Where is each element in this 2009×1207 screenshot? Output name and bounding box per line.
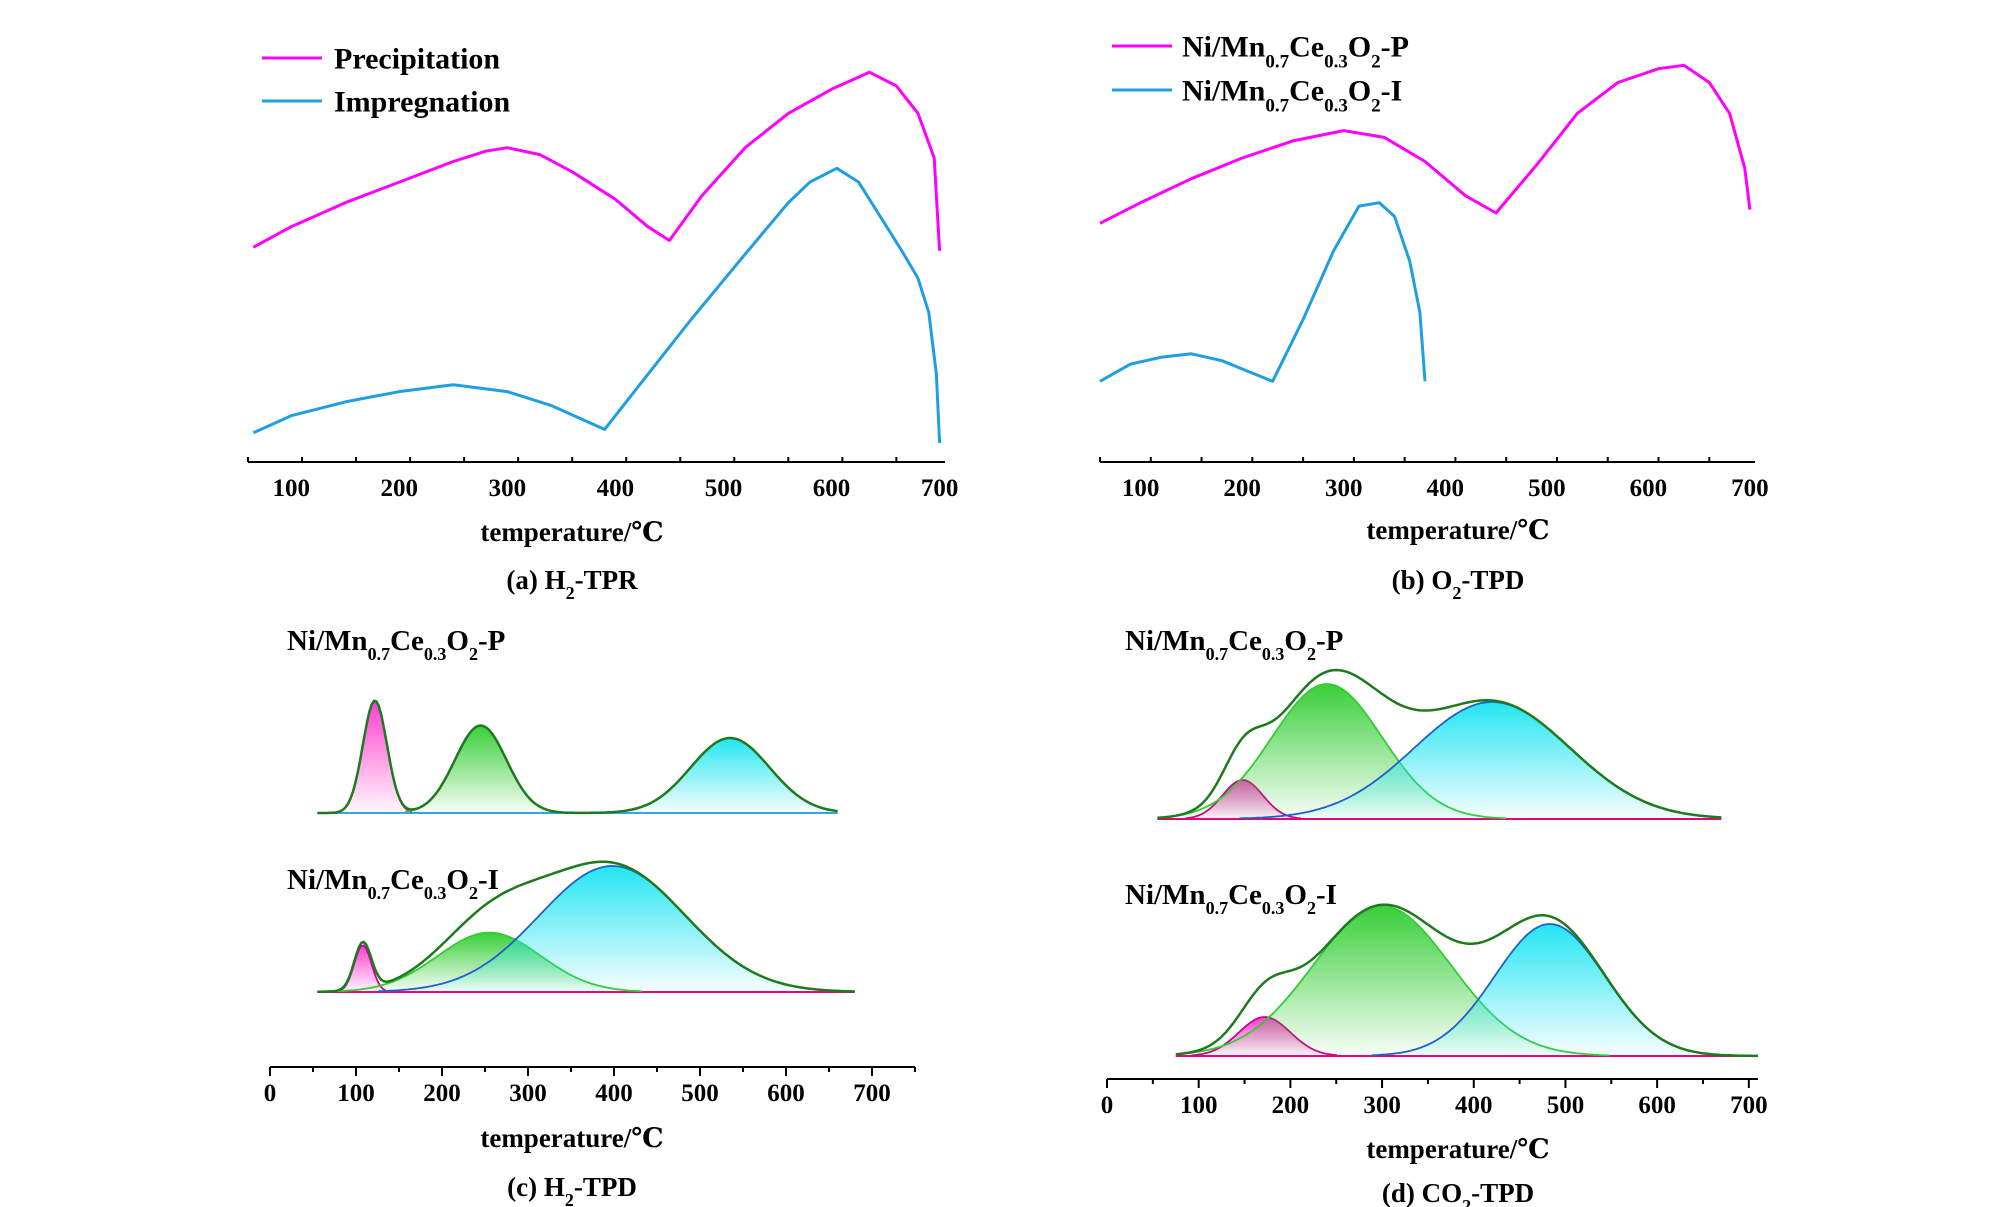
h2-tpr-tick-label-100: 100 xyxy=(272,475,310,502)
h2-tpd-tick-label-200: 200 xyxy=(423,1080,461,1107)
o2-tpd-series-sample-i xyxy=(1099,201,1427,383)
co2-tpd-sample-p-peak-3-fill xyxy=(1239,702,1722,819)
o2-tpd-plot xyxy=(1099,63,1752,383)
o2-tpd-tick-label-300: 300 xyxy=(1325,475,1363,502)
co2-tpd-tick-label-0: 0 xyxy=(1101,1092,1114,1119)
co2-tpd-sample-i-label: Ni/Mn0.7Ce0.3O2-I xyxy=(1125,879,1337,918)
h2-tpr-legend: Precipitation Impregnation xyxy=(262,43,510,119)
co2-tpd-sample-p-envelope xyxy=(1157,668,1722,820)
co2-tpd-tick-label-100: 100 xyxy=(1180,1092,1218,1119)
panel-o2-tpd: 100 200 300 400 500 600 700 Ni/Mn0.7Ce0.3O2-P … xyxy=(1099,31,1769,603)
h2-tpd-sample-p-envelope xyxy=(317,699,838,815)
co2-tpd-sample-p-peak-2-fill xyxy=(1157,684,1506,819)
o2-tpd-tick-label-600: 600 xyxy=(1630,475,1668,502)
co2-tpd-caption: (d) CO2-TPD xyxy=(1382,1178,1534,1207)
h2-tpr-tick-label-600: 600 xyxy=(813,475,851,502)
legend-label-impregnation: Impregnation xyxy=(334,86,510,119)
h2-tpd-x-axis-label: temperature/℃ xyxy=(480,1123,663,1153)
co2-tpd-sample-p-label: Ni/Mn0.7Ce0.3O2-P xyxy=(1125,625,1343,664)
h2-tpd-x-axis: 0 100 200 300 400 500 600 700 xyxy=(264,1066,916,1107)
h2-tpd-sample-p-label: Ni/Mn0.7Ce0.3O2-P xyxy=(287,625,505,664)
co2-tpd-sample-i-peak-2-fill xyxy=(1175,906,1610,1056)
h2-tpd-tick-label-600: 600 xyxy=(767,1080,805,1107)
h2-tpr-caption: (a) H2-TPR xyxy=(506,565,638,603)
o2-tpd-legend: Ni/Mn0.7Ce0.3O2-P Ni/Mn0.7Ce0.3O2-I xyxy=(1112,31,1409,117)
o2-tpd-tick-label-200: 200 xyxy=(1223,475,1261,502)
h2-tpd-sample-i-peak-1-fill xyxy=(339,945,386,992)
panel-h2-tpd: Ni/Mn0.7Ce0.3O2-P Ni/Mn0.7Ce0.3O2-I 0 100… xyxy=(264,625,916,1207)
co2-tpd-tick-label-500: 500 xyxy=(1547,1092,1585,1119)
co2-tpd-plot xyxy=(1157,668,1758,1058)
o2-tpd-tick-label-700: 700 xyxy=(1731,475,1769,502)
co2-tpd-tick-label-200: 200 xyxy=(1272,1092,1310,1119)
co2-tpd-tick-label-400: 400 xyxy=(1455,1092,1493,1119)
h2-tpr-tick-label-200: 200 xyxy=(381,475,419,502)
h2-tpd-plot xyxy=(317,699,855,993)
h2-tpd-sample-p-peak-2-fill xyxy=(404,725,557,813)
h2-tpr-tick-label-300: 300 xyxy=(489,475,527,502)
panel-co2-tpd: Ni/Mn0.7Ce0.3O2-P Ni/Mn0.7Ce0.3O2-I 0 100… xyxy=(1101,625,1768,1207)
h2-tpd-tick-label-700: 700 xyxy=(853,1080,891,1107)
h2-tpr-series-precipitation xyxy=(252,70,942,251)
h2-tpr-tick-label-500: 500 xyxy=(705,475,743,502)
o2-tpd-series-sample-p xyxy=(1099,63,1752,225)
co2-tpd-tick-label-600: 600 xyxy=(1638,1092,1676,1119)
o2-tpd-x-axis: 100 200 300 400 500 600 700 xyxy=(1099,457,1769,502)
h2-tpd-tick-label-400: 400 xyxy=(595,1080,633,1107)
h2-tpd-sample-p-peak-3-fill xyxy=(615,738,838,813)
co2-tpd-tick-label-700: 700 xyxy=(1730,1092,1768,1119)
h2-tpr-series-impregnation xyxy=(252,166,942,444)
co2-tpd-tick-label-300: 300 xyxy=(1363,1092,1401,1119)
h2-tpr-x-axis-label: temperature/℃ xyxy=(480,517,663,547)
legend-label-sample-i: Ni/Mn0.7Ce0.3O2-I xyxy=(1182,75,1402,117)
o2-tpd-x-axis-label: temperature/℃ xyxy=(1366,515,1549,545)
h2-tpr-tick-label-400: 400 xyxy=(597,475,635,502)
h2-tpr-x-axis: 100 200 300 400 500 600 700 xyxy=(247,457,959,502)
legend-label-precipitation: Precipitation xyxy=(334,43,500,76)
h2-tpd-tick-label-100: 100 xyxy=(337,1080,375,1107)
h2-tpd-sample-i-peak-3-fill xyxy=(378,866,845,992)
h2-tpd-tick-label-0: 0 xyxy=(264,1080,277,1107)
o2-tpd-tick-label-100: 100 xyxy=(1122,475,1160,502)
h2-tpr-tick-label-700: 700 xyxy=(921,475,959,502)
co2-tpd-x-axis-label: temperature/℃ xyxy=(1366,1134,1549,1164)
h2-tpr-plot xyxy=(252,70,942,444)
h2-tpd-sample-i-envelope xyxy=(317,860,855,993)
h2-tpd-tick-label-300: 300 xyxy=(509,1080,547,1107)
panel-h2-tpr: 100 200 300 400 500 600 700 Precipitation Impr… xyxy=(247,43,959,603)
h2-tpd-tick-label-500: 500 xyxy=(681,1080,719,1107)
co2-tpd-x-axis: 0 100 200 300 400 500 600 700 xyxy=(1101,1078,1768,1119)
h2-tpd-sample-p-peak-1-fill xyxy=(338,700,412,813)
legend-label-sample-p: Ni/Mn0.7Ce0.3O2-P xyxy=(1182,31,1409,73)
co2-tpd-sample-i-peak-3-fill xyxy=(1371,924,1729,1056)
o2-tpd-caption: (b) O2-TPD xyxy=(1392,565,1525,603)
h2-tpd-sample-i-label: Ni/Mn0.7Ce0.3O2-I xyxy=(287,864,499,903)
o2-tpd-tick-label-500: 500 xyxy=(1528,475,1566,502)
o2-tpd-tick-label-400: 400 xyxy=(1427,475,1465,502)
h2-tpd-caption: (c) H2-TPD xyxy=(507,1172,637,1207)
co2-tpd-sample-i-envelope xyxy=(1175,903,1758,1058)
